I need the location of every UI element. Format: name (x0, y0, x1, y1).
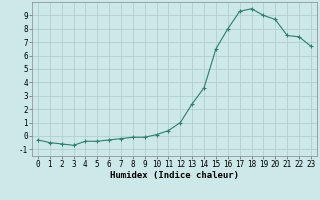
X-axis label: Humidex (Indice chaleur): Humidex (Indice chaleur) (110, 171, 239, 180)
